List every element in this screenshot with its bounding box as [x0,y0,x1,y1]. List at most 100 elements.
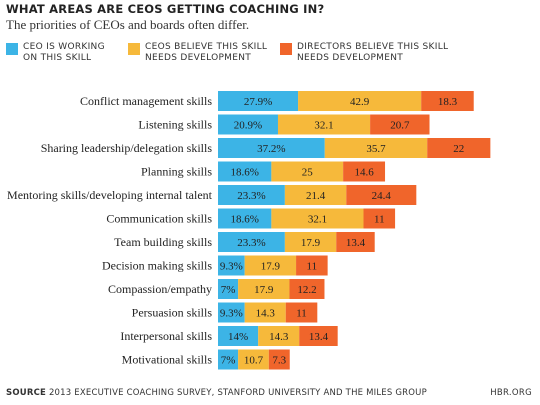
source-text: 2013 EXECUTIVE COACHING SURVEY, STANFORD… [46,388,427,398]
bar-segment-directors [296,255,328,276]
data-label: 7% [221,284,236,296]
data-label: 35.7 [366,143,386,155]
data-label: 11 [374,214,385,226]
data-label: 27.9% [244,96,272,108]
bar-segment-ceo [218,138,325,158]
bar-row-interpersonal-skills: Interpersonal skills 14% 14.3 13.4 [120,326,338,346]
bar-segment-ceo [218,161,272,182]
bar-segment-ceos-believe [277,114,371,135]
category-label: Listening skills [138,118,212,132]
category-label: Mentoring skills/developing internal tal… [7,188,213,202]
bar-row-decision-making-skills: Decision making skills 9.3% 17.9 11 [102,255,328,276]
data-label: 9.3% [220,261,243,273]
data-label: 20.7 [390,120,410,132]
bar-segment-directors [299,326,338,346]
data-label: 9.3% [220,308,243,320]
bar-segment-ceos-believe [284,185,347,205]
bar-segment-ceo [218,208,272,229]
data-label: 24.4 [372,190,392,202]
data-label: 32.1 [314,120,333,132]
category-label: Conflict management skills [80,94,212,108]
bar-segment-directors [421,91,474,111]
bar-segment-directors [336,232,375,252]
category-label: Sharing leadership/delegation skills [41,141,213,155]
bar-segment-directors [289,279,325,299]
source-label: SOURCE [6,388,47,398]
source-note: SOURCE 2013 EXECUTIVE COACHING SURVEY, S… [6,388,427,398]
bar-row-conflict-management-skills: Conflict management skills 27.9% 42.9 18.3 [80,91,474,111]
data-label: 11 [307,261,318,273]
bar-segment-ceo [218,302,245,323]
bar-segment-ceos-believe [238,349,269,370]
bar-segment-directors [343,161,386,182]
data-label: 25 [302,167,314,179]
bar-row-persuasion-skills: Persuasion skills 9.3% 14.3 11 [132,302,318,323]
legend-item-ceo-working: CEO IS WORKING ON THIS SKILL [6,42,105,64]
data-label: 23.3% [237,190,265,202]
data-label: 12.2 [297,284,316,296]
bar-segment-ceos-believe [271,208,364,229]
bar-segment-directors [427,138,491,158]
bar-segment-ceos-believe [271,161,344,182]
bar-segment-directors [363,208,396,229]
data-label: 11 [296,308,307,320]
data-label: 20.9% [234,120,262,132]
bar-segment-ceo [218,349,239,370]
data-label: 14.3 [256,308,276,320]
category-label: Interpersonal skills [120,329,212,343]
legend-swatch-ceo [6,43,18,55]
chart-title: WHAT AREAS ARE CEOS GETTING COACHING IN? [6,2,325,16]
data-label: 13.4 [309,331,329,343]
bar-row-listening-skills: Listening skills 20.9% 32.1 20.7 [138,114,430,135]
data-label: 14.6 [354,167,374,179]
data-label: 7.3 [272,355,286,367]
bar-segment-ceo [218,232,285,252]
data-label: 17.9 [254,284,274,296]
bar-segment-ceos-believe [298,91,422,111]
bar-segment-ceo [218,114,278,135]
bar-row-sharing-leadership-delegation-skills: Sharing leadership/delegation skills 37.2… [41,138,491,158]
category-label: Communication skills [106,212,212,226]
bar-segment-ceo [218,185,285,205]
category-label: Motivational skills [122,353,213,367]
legend-label-ceos-believe: CEOS BELIEVE THIS SKILL NEEDS DEVELOPMEN… [145,42,268,63]
credit: HBR.ORG [490,388,532,398]
data-label: 42.9 [350,96,370,108]
bar-row-communication-skills: Communication skills 18.6% 32.1 11 [106,208,396,229]
data-label: 7% [221,355,236,367]
data-label: 21.4 [306,190,326,202]
data-label: 22 [453,143,464,155]
data-label: 32.1 [308,214,327,226]
data-label: 10.7 [244,355,264,367]
bar-segment-directors [285,302,318,323]
legend-item-directors: DIRECTORS BELIEVE THIS SKILL NEEDS DEVEL… [280,42,448,64]
bar-segment-ceos-believe [244,255,297,276]
data-label: 18.6% [230,167,258,179]
bar-row-mentoring-skills-developing-internal-talent: Mentoring skills/developing internal tal… [7,185,417,205]
bar-segment-ceos-believe [324,138,428,158]
bar-segment-ceo [218,255,245,276]
bar-segment-directors [268,349,290,370]
bar-row-motivational-skills: Motivational skills 7% 10.7 7.3 [122,349,290,370]
bar-segment-ceos-believe [258,326,300,346]
data-label: 14.3 [269,331,289,343]
data-label: 13.4 [346,237,366,249]
bar-row-team-building-skills: Team building skills 23.3% 17.9 13.4 [114,232,375,252]
category-label: Decision making skills [102,259,212,273]
data-label: 17.9 [301,237,321,249]
legend-label-directors: DIRECTORS BELIEVE THIS SKILL NEEDS DEVEL… [297,42,449,63]
category-label: Planning skills [141,165,212,179]
data-label: 18.6% [230,214,258,226]
bar-segment-ceos-believe [238,279,290,299]
bar-row-planning-skills: Planning skills 18.6% 25 14.6 [141,161,386,182]
category-label: Compassion/empathy [108,282,212,296]
bar-segment-ceo [218,91,299,111]
bar-segment-ceo [218,279,239,299]
legend-swatch-directors [280,43,292,55]
data-label: 18.3 [438,96,458,108]
legend-swatch-ceos-believe [128,43,140,55]
category-label: Persuasion skills [132,306,213,320]
chart-subtitle: The priorities of CEOs and boards often … [6,17,250,32]
data-label: 17.9 [261,261,281,273]
